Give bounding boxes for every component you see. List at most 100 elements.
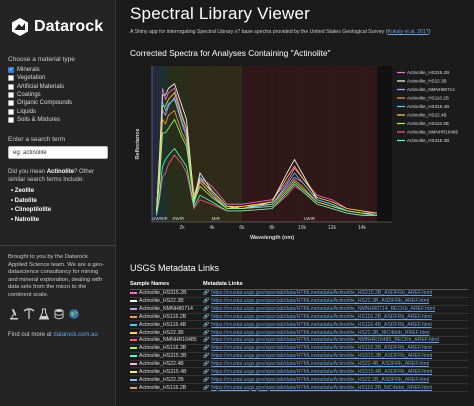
material-checkbox[interactable] <box>8 100 14 107</box>
region-label: VNIR <box>157 216 169 221</box>
sample-name: Actinolite_HS116.3B <box>139 345 187 352</box>
material-checkbox-row[interactable]: Vegetation <box>8 74 107 82</box>
main-panel: Spectral Library Viewer A Shiny app for … <box>124 0 474 406</box>
sidebar: Datarock Choose a material type Minerals… <box>0 0 116 406</box>
page-title: Spectral Library Viewer <box>130 4 311 23</box>
metadata-link[interactable]: https://crustal.usgs.gov/speclab/data/HT… <box>211 368 433 375</box>
legend-entry[interactable]: Actinolite_HS22.3B <box>407 79 447 84</box>
material-checkbox-row[interactable]: Liquids <box>8 107 107 115</box>
legend-entry[interactable]: Actinolite_HS116.3B <box>407 121 449 126</box>
col-metadata-links: Metadata Links <box>203 281 243 287</box>
series-color-swatch <box>130 300 137 303</box>
link-icon: 🔗 <box>203 337 210 344</box>
metadata-link[interactable]: https://crustal.usgs.gov/speclab/data/HT… <box>211 353 433 360</box>
microscope-icon <box>10 308 18 320</box>
region-label: MIR <box>212 216 221 221</box>
link-icon: 🔗 <box>203 368 210 375</box>
sample-name-cell: Actinolite_HS315.2B <box>130 290 203 296</box>
suggestion-item[interactable]: Datolite <box>11 198 107 208</box>
globe-icon <box>69 308 79 319</box>
sample-name: Actinolite_HS315.2B <box>139 290 187 297</box>
metadata-link[interactable]: https://crustal.usgs.gov/speclab/data/HT… <box>211 321 432 328</box>
sample-name-cell: Actinolite_NMNHR16485 <box>130 337 203 343</box>
suggestion-item[interactable]: Natrolite <box>11 217 107 227</box>
link-icon: 🔗 <box>203 329 210 336</box>
metadata-link[interactable]: https://crustal.usgs.gov/speclab/data/HT… <box>211 306 435 313</box>
series-line[interactable] <box>156 147 378 216</box>
legend-entry[interactable]: Actinolite_NMNH80714 <box>407 87 455 92</box>
series-line[interactable] <box>156 118 378 216</box>
metadata-link[interactable]: https://crustal.usgs.gov/speclab/data/HT… <box>211 313 432 320</box>
metadata-link[interactable]: https://crustal.usgs.gov/speclab/data/HT… <box>211 298 430 305</box>
legend-entry[interactable]: Actinolite_HS22.4B <box>407 113 447 118</box>
link-icon: 🔗 <box>203 345 210 352</box>
legend-entry[interactable]: Actinolite_HS315.4B <box>407 104 449 109</box>
did-you-mean-term[interactable]: Actinolite <box>46 169 75 176</box>
material-checkbox-row[interactable]: Soils & Mixtures <box>8 116 107 124</box>
metadata-link[interactable]: https://crustal.usgs.gov/speclab/data/HT… <box>211 345 432 352</box>
material-checkbox[interactable] <box>8 92 14 99</box>
metadata-link[interactable]: https://crustal.usgs.gov/speclab/data/HT… <box>211 329 430 336</box>
sample-name-cell: Actinolite_HS22.3B <box>130 298 203 304</box>
material-checkbox-row[interactable]: Organic Compounds <box>8 99 107 107</box>
series-color-swatch <box>130 355 137 358</box>
sample-name-cell: Actinolite_HS22.4B <box>130 361 203 367</box>
material-checkbox[interactable] <box>8 108 14 115</box>
sidebar-icon-row <box>8 307 107 320</box>
table-row: Actinolite_NMNHR16485 🔗 https://crustal.us… <box>130 337 468 345</box>
sample-name-cell: Actinolite_HS22.3B <box>130 330 203 336</box>
legend-entry[interactable]: Actinolite_HS116.2B <box>407 96 449 101</box>
metadata-link-cell: 🔗 https://crustal.usgs.gov/speclab/data/H… <box>203 337 439 343</box>
search-input[interactable] <box>8 146 108 160</box>
legend-entry[interactable]: Actinolite_NMNHR16485 <box>407 130 459 135</box>
pickaxe-icon <box>23 307 35 319</box>
datarock-website-link[interactable]: datarock.com.au <box>53 331 98 338</box>
metadata-heading: USGS Metadata Links <box>130 263 220 273</box>
metadata-link-cell: 🔗 https://crustal.usgs.gov/speclab/data/H… <box>203 322 432 328</box>
series-color-swatch <box>130 323 137 326</box>
metadata-link[interactable]: https://crustal.usgs.gov/speclab/data/HT… <box>211 337 439 344</box>
region-label: LWIR <box>304 216 316 221</box>
region-label: SWIR <box>172 216 184 221</box>
material-checkbox-row[interactable]: Artificial Materials <box>8 83 107 91</box>
table-row: Actinolite_HS116.2B 🔗 https://crustal.usgs… <box>130 384 468 392</box>
material-checkbox-label: Minerals <box>17 67 40 74</box>
material-checkbox[interactable] <box>8 83 14 90</box>
series-line[interactable] <box>156 91 378 214</box>
material-checkbox-row[interactable]: Minerals <box>8 66 107 74</box>
metadata-link-cell: 🔗 https://crustal.usgs.gov/speclab/data/H… <box>203 377 429 383</box>
sample-name: Actinolite_HS116.2B <box>139 384 187 391</box>
x-tick-label: 2k <box>179 225 185 231</box>
logo-text: Datarock <box>34 18 104 35</box>
metadata-link[interactable]: https://crustal.usgs.gov/speclab/data/HT… <box>211 384 433 391</box>
subtitle-suffix: ) <box>428 29 431 35</box>
metadata-link[interactable]: https://crustal.usgs.gov/speclab/data/HT… <box>211 361 430 368</box>
x-axis-label: Wavelength (nm) <box>250 235 294 241</box>
legend-entry[interactable]: Actinolite_HS315.2B <box>407 70 449 75</box>
series-line[interactable] <box>156 98 378 216</box>
sample-name-cell: Actinolite_HS315.3B <box>130 353 203 359</box>
suggestion-item[interactable]: Zeolite <box>11 188 107 198</box>
material-checkbox[interactable] <box>8 116 14 123</box>
suggestion-list: ZeoliteDatoliteClinoptiloliteNatrolite <box>8 188 107 226</box>
metadata-link-cell: 🔗 https://crustal.usgs.gov/speclab/data/H… <box>203 314 432 320</box>
series-color-swatch <box>130 370 137 373</box>
link-icon: 🔗 <box>203 290 210 297</box>
kokaly-citation-link[interactable]: Kokaly et al. 2017 <box>387 29 429 35</box>
datarock-logo-icon <box>12 18 28 36</box>
datarock-logo[interactable]: Datarock <box>10 14 107 40</box>
about-text: Brought to you by the Datarock Applied S… <box>8 254 104 299</box>
suggestion-item[interactable]: Clinoptilolite <box>11 207 107 217</box>
metadata-table-header: Sample Names Metadata Links <box>130 281 468 290</box>
metadata-link[interactable]: https://crustal.usgs.gov/speclab/data/HT… <box>211 376 430 383</box>
sample-name: Actinolite_NMNH80714 <box>139 306 193 313</box>
metadata-link[interactable]: https://crustal.usgs.gov/speclab/data/HT… <box>211 290 433 297</box>
material-checkbox[interactable] <box>8 75 14 82</box>
sample-name-cell: Actinolite_HS315.4B <box>130 369 203 375</box>
material-checkbox-label: Liquids <box>17 108 37 115</box>
legend-entry[interactable]: Actinolite_HS315.3B <box>407 138 449 143</box>
material-checkbox[interactable] <box>8 67 14 74</box>
material-checkbox-row[interactable]: Coatings <box>8 91 107 99</box>
series-line[interactable] <box>156 87 378 214</box>
